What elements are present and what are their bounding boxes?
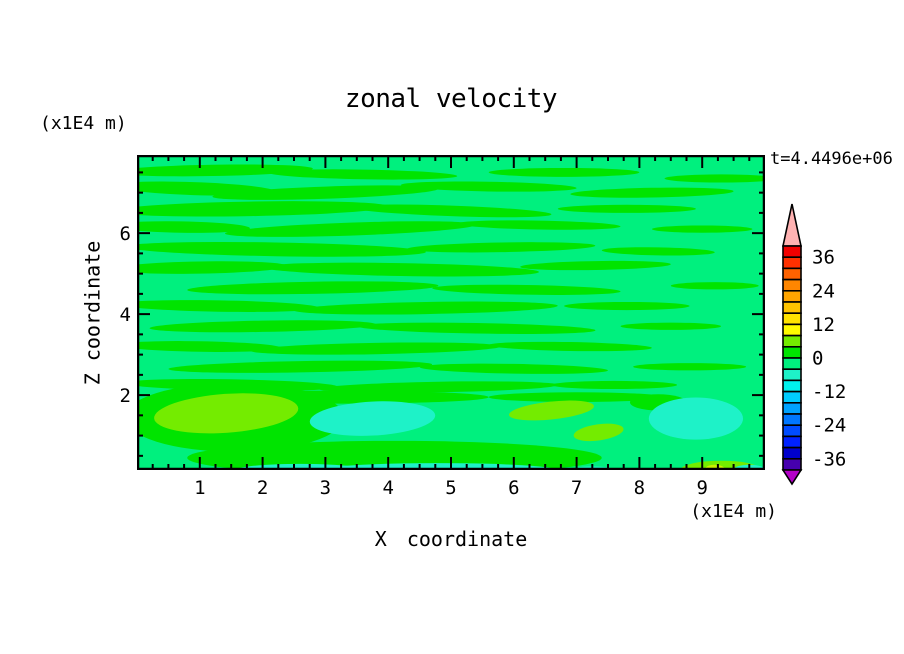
contour-band-feature bbox=[350, 204, 552, 218]
contour-band-feature bbox=[400, 181, 577, 192]
z-axis-unit-label: (x1E4 m) bbox=[40, 113, 127, 134]
colorbar-band bbox=[782, 245, 802, 258]
contour-band-feature bbox=[664, 174, 765, 183]
colorbar-band bbox=[782, 424, 802, 438]
contour-band-feature bbox=[356, 322, 596, 334]
contour-band-feature bbox=[187, 281, 439, 295]
contour-band-feature bbox=[570, 187, 734, 198]
contour-band-feature bbox=[212, 185, 439, 200]
contour-band-feature bbox=[648, 397, 744, 440]
x-tick-label: 2 bbox=[256, 477, 269, 499]
contour-band-feature bbox=[262, 262, 539, 277]
contour-band-feature bbox=[137, 201, 389, 217]
x-tick-label: 1 bbox=[194, 477, 206, 499]
contour-plot bbox=[137, 155, 765, 470]
contour-band-feature bbox=[457, 220, 621, 230]
time-label: t=4.4496e+06 bbox=[770, 149, 893, 169]
x-tick-label: 9 bbox=[696, 477, 708, 499]
colorbar-band bbox=[782, 267, 802, 281]
x-tick-label: 4 bbox=[382, 477, 394, 499]
colorbar-band bbox=[782, 457, 802, 471]
x-tick-label: 8 bbox=[633, 477, 646, 499]
contour-band-feature bbox=[419, 363, 608, 374]
colorbar-tick-label: -36 bbox=[812, 448, 846, 470]
contour-band-feature bbox=[601, 247, 715, 256]
colorbar-band bbox=[782, 278, 802, 292]
contour-band-feature bbox=[294, 301, 558, 315]
contour-band-feature bbox=[137, 261, 288, 274]
colorbar-band bbox=[782, 435, 802, 449]
contour-band-feature bbox=[319, 381, 558, 393]
colorbar-band bbox=[782, 390, 802, 404]
contour-band-feature bbox=[488, 392, 665, 402]
colorbar-band bbox=[782, 402, 802, 415]
contour-band-feature bbox=[488, 341, 652, 352]
contour-band-feature bbox=[268, 169, 458, 180]
colorbar-tick-label: -24 bbox=[812, 415, 846, 437]
contour-band-feature bbox=[224, 221, 477, 237]
contour-band-feature bbox=[620, 322, 722, 330]
contour-band-feature bbox=[137, 241, 426, 257]
colorbar-band bbox=[782, 368, 802, 382]
contour-band-feature bbox=[432, 284, 621, 295]
colorbar-band bbox=[782, 312, 802, 326]
colorbar-band bbox=[782, 323, 802, 337]
colorbar-band bbox=[782, 446, 802, 460]
colorbar-tick-label: 0 bbox=[812, 348, 823, 370]
x-tick-label: 6 bbox=[508, 477, 520, 499]
contour-band-feature bbox=[137, 341, 282, 352]
contour-band-feature bbox=[137, 181, 276, 196]
contour-band-feature bbox=[651, 225, 753, 233]
colorbar: 36 24 12 0 -12 -24 -36 bbox=[781, 203, 846, 486]
contour-band-feature bbox=[670, 282, 759, 290]
x-tick-label: 5 bbox=[445, 477, 457, 499]
contour-band-feature bbox=[250, 342, 502, 355]
x-axis-title: X coordinate bbox=[374, 527, 528, 551]
contour-field bbox=[137, 155, 765, 470]
contour-band-feature bbox=[508, 400, 594, 421]
plot-frame bbox=[137, 155, 765, 470]
contour-band-feature bbox=[633, 363, 747, 371]
colorbar-band bbox=[782, 379, 802, 393]
contour-band-feature bbox=[137, 300, 320, 312]
contour-band-feature bbox=[137, 221, 251, 233]
x-tick-label: 3 bbox=[319, 477, 332, 499]
colorbar-band bbox=[782, 256, 802, 270]
z-tick-label: 2 bbox=[119, 385, 131, 408]
colorbar-above-range-arrow bbox=[782, 203, 802, 247]
x-tick-label: 7 bbox=[570, 477, 583, 499]
contour-band-feature bbox=[407, 242, 596, 253]
colorbar-band bbox=[782, 290, 802, 303]
contour-band-feature bbox=[187, 440, 602, 470]
contour-band-feature bbox=[309, 401, 436, 436]
colorbar-tick-label: 36 bbox=[812, 247, 835, 269]
contour-band-feature bbox=[551, 380, 678, 390]
contour-band-feature bbox=[520, 260, 671, 271]
contour-band-feature bbox=[154, 393, 299, 434]
colorbar-tick-label: -12 bbox=[812, 381, 846, 403]
x-axis-unit-label: (x1E4 m) bbox=[690, 501, 777, 522]
colorbar-tick-label: 12 bbox=[812, 314, 835, 336]
contour-band-feature bbox=[488, 167, 640, 177]
z-tick-label: 4 bbox=[119, 304, 131, 327]
z-tick-label: 6 bbox=[119, 223, 131, 246]
colorbar-band bbox=[782, 346, 802, 359]
contour-band-feature bbox=[573, 423, 624, 442]
contour-band-feature bbox=[557, 204, 696, 213]
colorbar-band bbox=[782, 413, 802, 426]
colorbar-tick-label: 24 bbox=[812, 280, 835, 302]
contour-band-feature bbox=[564, 301, 690, 311]
contour-band-feature bbox=[149, 320, 376, 333]
colorbar-band bbox=[782, 301, 802, 314]
colorbar-band bbox=[782, 334, 802, 348]
contour-band-feature bbox=[168, 360, 433, 373]
colorbar-below-range-arrow bbox=[781, 469, 803, 486]
plot-title: zonal velocity bbox=[344, 84, 558, 114]
colorbar-band bbox=[782, 357, 802, 370]
